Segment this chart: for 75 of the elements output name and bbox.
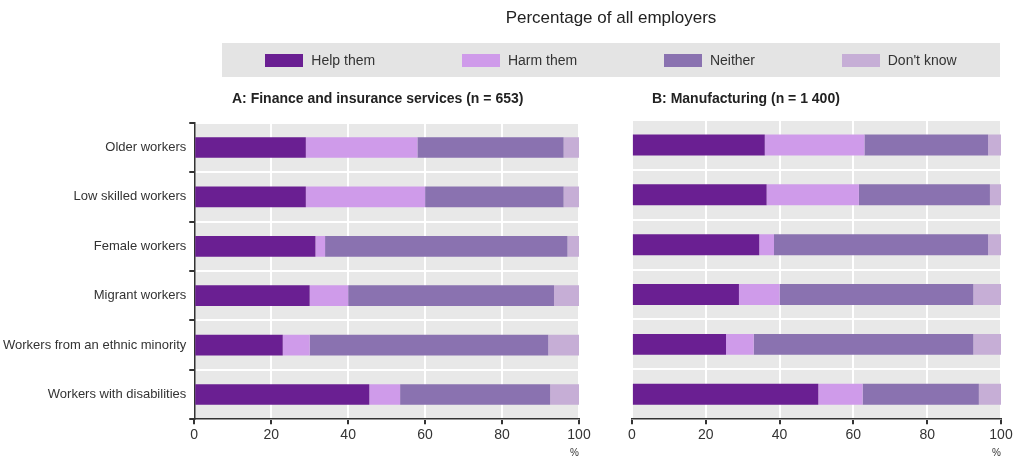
- bar: [553, 285, 579, 307]
- x-tick-label: 0: [627, 426, 636, 443]
- x-axis-title: %: [570, 446, 580, 458]
- bar: [348, 285, 554, 307]
- x-axis-title: %: [992, 446, 1002, 458]
- bar: [548, 334, 579, 356]
- bar: [195, 235, 316, 257]
- bar: [315, 235, 326, 257]
- bar: [858, 184, 990, 206]
- bar: [864, 134, 989, 156]
- x-tick-label: 20: [697, 426, 714, 443]
- bar: [753, 333, 974, 355]
- bar: [632, 383, 819, 405]
- bar: [988, 234, 1001, 256]
- bar: [305, 137, 418, 158]
- y-tick-label: Workers with disabilities: [47, 386, 187, 402]
- legend-label: Help them: [311, 52, 376, 68]
- bar: [563, 186, 579, 208]
- y-tick-label: Older workers: [105, 139, 187, 155]
- bar: [195, 186, 306, 208]
- bar: [632, 184, 767, 206]
- bar: [195, 137, 306, 158]
- y-tick-label: Low skilled workers: [73, 188, 187, 204]
- y-tick-label: Migrant workers: [93, 287, 187, 303]
- bar: [632, 284, 739, 306]
- bar: [195, 285, 310, 307]
- bar: [774, 234, 989, 256]
- bar: [632, 134, 765, 156]
- bar: [400, 384, 551, 405]
- x-tick-label: 20: [263, 426, 280, 443]
- bar: [369, 384, 401, 405]
- bar: [726, 333, 754, 355]
- x-tick-label: 60: [417, 426, 434, 443]
- bar: [779, 284, 974, 306]
- legend-label: Neither: [709, 52, 756, 68]
- bar: [195, 334, 283, 356]
- bar: [766, 184, 859, 206]
- bar: [818, 383, 863, 405]
- x-tick-label: 100: [989, 426, 1013, 443]
- bar: [417, 137, 564, 158]
- chart-title: Percentage of all employers: [504, 8, 718, 28]
- bar: [550, 384, 579, 405]
- x-tick-label: 60: [845, 426, 862, 443]
- bar: [989, 184, 1001, 206]
- x-tick-label: 80: [494, 426, 511, 443]
- bar: [282, 334, 310, 356]
- bar: [978, 383, 1001, 405]
- bar: [973, 333, 1001, 355]
- bar: [305, 186, 426, 208]
- x-tick-label: 80: [919, 426, 936, 443]
- bar: [759, 234, 774, 256]
- x-tick-label: 40: [340, 426, 357, 443]
- x-tick-label: 100: [567, 426, 591, 443]
- bar: [973, 284, 1001, 306]
- legend-label: Don't know: [887, 52, 957, 68]
- bar: [425, 186, 564, 208]
- y-tick-label: Female workers: [93, 237, 187, 253]
- bar: [632, 333, 727, 355]
- bar: [764, 134, 865, 156]
- bar: [309, 334, 549, 356]
- bar: [632, 234, 760, 256]
- bar: [567, 235, 579, 257]
- bar: [325, 235, 568, 257]
- bar: [862, 383, 979, 405]
- legend-label: Harm them: [507, 52, 578, 68]
- bar: [738, 284, 780, 306]
- chart-subtitle: B: Manufacturing (n = 1 400): [652, 90, 840, 106]
- bar: [195, 384, 370, 405]
- x-tick-label: 40: [771, 426, 788, 443]
- x-tick-label: 0: [190, 426, 199, 443]
- bar: [309, 285, 349, 307]
- chart-subtitle: A: Finance and insurance services (n = 653): [232, 90, 524, 106]
- bar: [988, 134, 1001, 156]
- bar: [563, 137, 579, 158]
- y-tick-label: Workers from an ethnic minority: [2, 336, 187, 352]
